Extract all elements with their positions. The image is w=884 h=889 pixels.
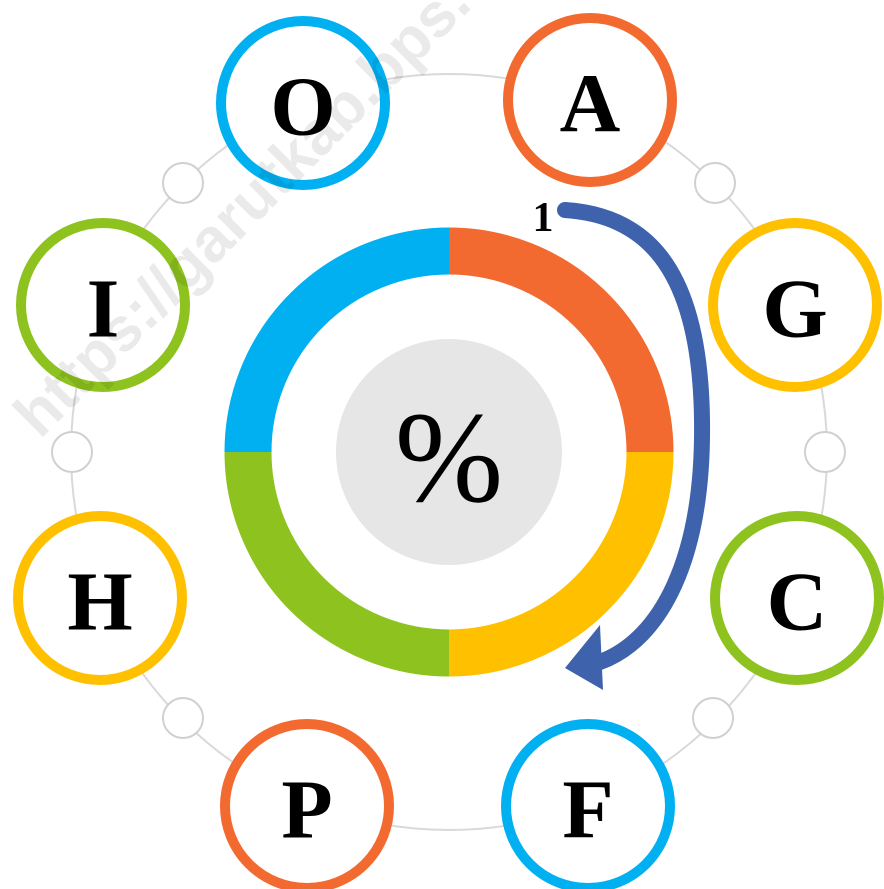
center-ring — [224, 227, 674, 677]
node-circle — [710, 511, 884, 685]
arrow-head — [565, 625, 603, 690]
ring-quarter — [448, 227, 674, 453]
node-circle — [13, 511, 187, 685]
connector-dot — [692, 697, 734, 739]
node-circle — [503, 13, 677, 187]
node-label: O — [270, 61, 335, 154]
connector-dot — [804, 431, 846, 473]
node-label: C — [767, 556, 828, 649]
connector-dot — [51, 431, 93, 473]
center-disc — [336, 339, 562, 565]
connector-dot — [162, 162, 204, 204]
ring-quarter — [224, 451, 450, 677]
arrow-label: 1 — [533, 195, 554, 241]
ring-quarter — [448, 451, 674, 677]
node-circle — [708, 218, 882, 392]
node-label: H — [67, 556, 132, 649]
node-circle — [16, 218, 190, 392]
center-label: % — [395, 386, 503, 530]
node-label: F — [562, 764, 613, 857]
connector-dots — [51, 162, 846, 739]
connector-dot — [162, 697, 204, 739]
node-circle — [501, 719, 675, 889]
node-circle — [216, 16, 390, 190]
node-label: I — [87, 263, 120, 356]
node-label: P — [281, 764, 332, 857]
node-label: A — [560, 58, 621, 151]
node-circle — [220, 719, 394, 889]
ring-quarter — [224, 227, 450, 453]
nodes: O A G C F P H I — [13, 13, 884, 889]
node-label: G — [762, 263, 827, 356]
connector-dot — [694, 162, 736, 204]
arrow-shaft — [557, 202, 711, 670]
